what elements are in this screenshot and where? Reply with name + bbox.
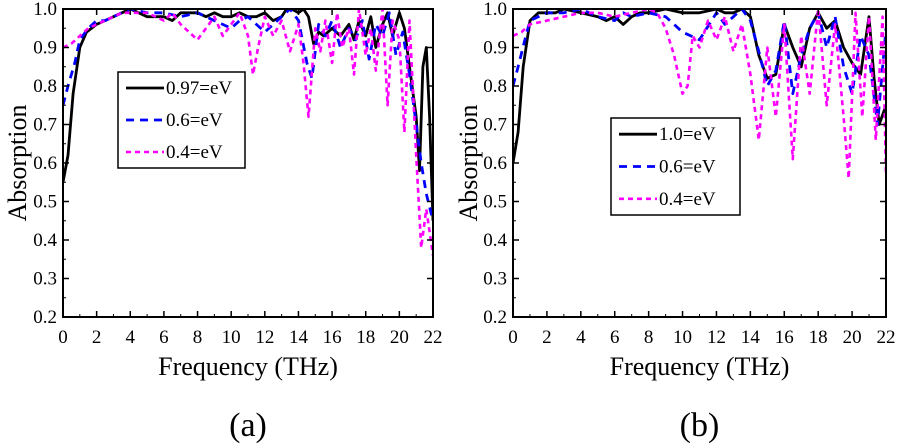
- p0-series-line-3: [63, 9, 433, 256]
- p0-x-tick-label: 20: [390, 327, 409, 348]
- p1-legend-label-2: 0.6=eV: [659, 157, 716, 178]
- p0-y-tick-label: 1.0: [33, 0, 57, 20]
- p1-x-tick-label: 14: [741, 327, 761, 348]
- p1-y-tick-label: 0.4: [483, 230, 507, 251]
- p1-y-tick-label: 0.6: [483, 153, 507, 174]
- p1-x-tick-label: 0: [508, 327, 518, 348]
- p1-series-line-3: [513, 9, 886, 180]
- p0-legend-label-3: 0.4=eV: [166, 142, 223, 163]
- p1-y-axis-label: Absorption: [454, 105, 483, 222]
- panel-b: 0 2 4 6 8 10 12 14 16 18 20 22 0.2 0.3 0.4 0.5 0.6 0.7 0.8…: [454, 0, 896, 443]
- p0-x-tick-label: 2: [92, 327, 102, 348]
- p0-x-tick-label: 0: [58, 327, 68, 348]
- p0-y-tick-label: 0.4: [33, 230, 57, 251]
- p0-y-tick-label: 0.9: [33, 38, 57, 59]
- p0-x-tick-label: 16: [323, 327, 342, 348]
- p0-x-tick-label: 14: [289, 327, 309, 348]
- p0-x-axis-label: Frequency (THz): [158, 352, 338, 381]
- p1-x-axis-label: Frequency (THz): [610, 352, 790, 381]
- p1-legend-label-1: 1.0=eV: [659, 124, 716, 145]
- p0-y-tick-label: 0.5: [33, 192, 57, 213]
- p1-legend: 1.0=eV 0.6=eV 0.4=eV: [610, 117, 741, 216]
- p1-legend-label-3: 0.4=eV: [659, 189, 716, 210]
- p0-y-tick-label: 0.3: [33, 269, 57, 290]
- p1-x-tick-label: 2: [542, 327, 552, 348]
- p0-x-tick-label: 8: [193, 327, 203, 348]
- p1-y-tick-label: 0.9: [483, 38, 507, 59]
- p1-x-tick-label: 16: [775, 327, 794, 348]
- p1-x-tick-label: 10: [673, 327, 692, 348]
- p0-panel-label: (a): [229, 407, 267, 443]
- p1-x-tick-label: 18: [809, 327, 828, 348]
- p1-y-tick-label: 0.8: [483, 76, 507, 97]
- p0-series-line-2: [63, 9, 433, 222]
- p0-y-tick-label: 0.8: [33, 76, 57, 97]
- p0-x-tick-label: 18: [356, 327, 375, 348]
- p1-y-tick-label: 0.2: [483, 307, 507, 328]
- p1-x-tick-label: 20: [843, 327, 862, 348]
- p0-legend-label-1: 0.97=eV: [166, 78, 232, 99]
- p0-legend-label-2: 0.6=eV: [166, 110, 223, 131]
- panel-a: 0 2 4 6 8 10 12 14 16 18 20 22 0.2 0.3 0.4 0.5 0.6 0.7 0.8…: [3, 0, 443, 443]
- p0-x-tick-label: 10: [222, 327, 241, 348]
- p1-y-tick-label: 1.0: [483, 0, 507, 20]
- p0-x-tick-label: 22: [424, 327, 443, 348]
- p0-legend: 0.97=eV 0.6=eV 0.4=eV: [117, 71, 246, 169]
- p1-panel-label: (b): [680, 407, 720, 443]
- p1-x-tick-label: 8: [644, 327, 654, 348]
- p0-y-tick-label: 0.7: [33, 115, 57, 136]
- p0-y-tick-label: 0.2: [33, 307, 57, 328]
- p1-y-tick-label: 0.5: [483, 192, 507, 213]
- p0-x-tick-label: 6: [159, 327, 169, 348]
- p1-x-tick-label: 12: [707, 327, 726, 348]
- p1-y-tick-label: 0.3: [483, 269, 507, 290]
- p1-x-tick-label: 22: [877, 327, 896, 348]
- p0-y-tick-label: 0.6: [33, 153, 57, 174]
- p0-x-tick-label: 12: [255, 327, 274, 348]
- p1-series-group: [513, 9, 886, 180]
- p1-series-line-1: [513, 9, 886, 164]
- p1-x-tick-label: 4: [576, 327, 586, 348]
- p0-x-tick-label: 4: [126, 327, 136, 348]
- p1-x-tick-label: 6: [610, 327, 620, 348]
- p0-y-axis-label: Absorption: [3, 105, 32, 222]
- p1-y-tick-label: 0.7: [483, 115, 507, 136]
